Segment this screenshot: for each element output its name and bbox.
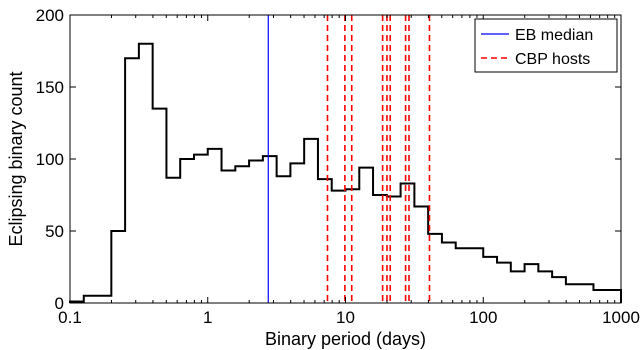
histogram-step-line [69,42,622,303]
legend: EB median CBP hosts [474,18,618,73]
y-tick-label: 150 [36,78,64,97]
y-axis-label: Eclipsing binary count [6,71,26,246]
tick-labels: 0.1 1 10 100 1000 0 50 100 150 200 [36,6,640,327]
x-tick-label: 1 [203,308,212,327]
y-tick-label: 100 [36,150,64,169]
axis-ticks [69,14,622,304]
legend-label-cbp-hosts: CBP hosts [515,51,590,68]
x-tick-label: 100 [469,308,497,327]
series-lines [267,15,431,303]
y-tick-label: 0 [55,294,64,313]
legend-box [474,18,618,73]
x-tick-label: 1000 [602,308,640,327]
y-tick-label: 200 [36,6,64,25]
x-axis-label: Binary period (days) [265,329,426,349]
x-tick-label: 0.1 [58,308,82,327]
y-tick-label: 50 [45,222,64,241]
x-tick-label: 10 [336,308,355,327]
plot-area [69,42,622,303]
legend-label-eb-median: EB median [515,27,593,44]
